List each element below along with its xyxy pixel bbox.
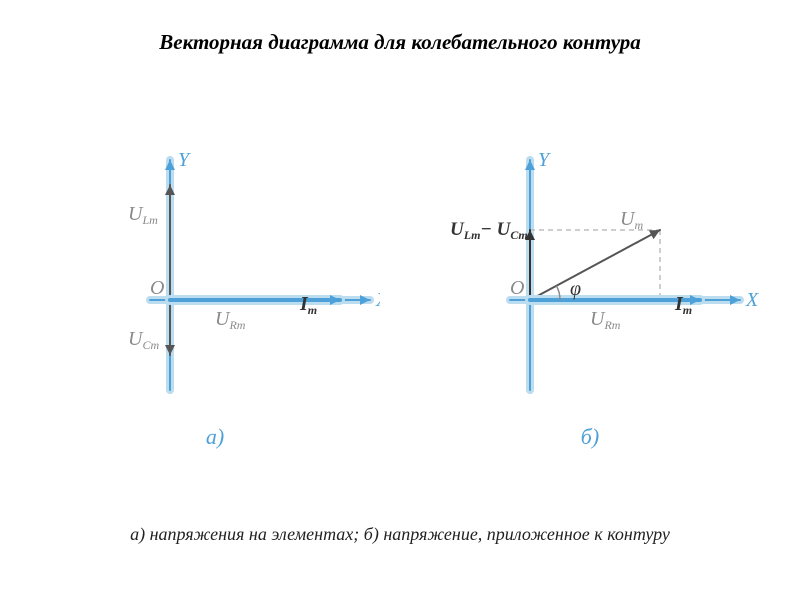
svg-text:Y: Y [178,149,191,171]
diagram-a: XYOULmUCmURmIm а) [50,130,380,450]
svg-text:O: O [510,277,524,299]
svg-text:Um: Um [620,208,643,232]
diagram-b-svg: XYOULm− UCmUmURmImφ [420,130,760,410]
page-title: Векторная диаграмма для колебательного к… [0,30,800,55]
diagram-a-svg: XYOULmUCmURmIm [50,130,380,410]
svg-text:Y: Y [538,149,551,171]
diagram-b-label: б) [420,424,760,450]
svg-text:URm: URm [215,308,246,332]
svg-text:ULm− UCm: ULm− UCm [450,219,528,242]
svg-text:UCm: UCm [128,328,159,352]
diagram-a-label: а) [50,424,380,450]
svg-text:URm: URm [590,308,621,332]
svg-text:O: O [150,277,164,299]
svg-text:X: X [745,289,759,311]
svg-text:φ: φ [570,278,581,300]
diagram-b: XYOULm− UCmUmURmImφ б) [420,130,760,450]
svg-text:ULm: ULm [128,203,158,227]
svg-text:X: X [375,289,380,311]
caption: а) напряжения на элементах; б) напряжени… [0,524,800,545]
